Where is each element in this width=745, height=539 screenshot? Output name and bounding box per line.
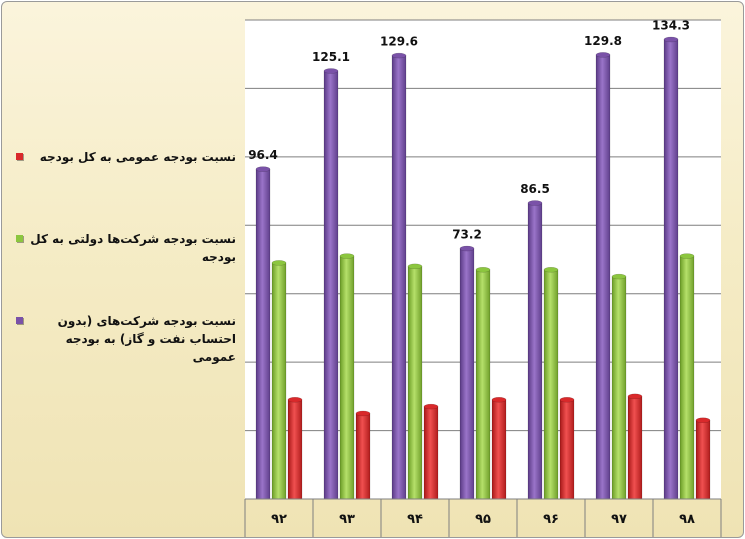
bar — [339, 255, 355, 500]
legend-label: نسبت بودجه شرکت‌ها دولتی به کل بودجه — [30, 232, 236, 264]
bar — [679, 255, 695, 500]
bar-top — [255, 166, 271, 172]
x-tick-label: ۹۶ — [543, 512, 559, 527]
legend-label: نسبت بودجه شرکت‌های (بدون احتساب نفت و گ… — [57, 314, 236, 364]
bar-top — [491, 397, 507, 403]
bar — [459, 248, 475, 500]
bar-top — [339, 253, 355, 259]
bar-top — [559, 397, 575, 403]
bar-top — [423, 403, 439, 410]
data-label: 125.1 — [312, 50, 350, 64]
legend-label: نسبت بودجه عمومی به کل بودجه — [39, 150, 236, 164]
bar-top — [695, 417, 711, 424]
bar — [491, 399, 507, 500]
x-tick-labels: ۹۲ ۹۳ ۹۴ ۹۵ ۹۶ ۹۷ ۹۸ — [271, 512, 695, 527]
bar — [323, 70, 339, 500]
bar — [627, 396, 643, 500]
bar — [391, 55, 407, 500]
bar — [407, 266, 423, 500]
bar — [611, 276, 627, 500]
bar — [423, 406, 439, 500]
legend-item-general-budget-ratio: نسبت بودجه عمومی به کل بودجه — [16, 148, 236, 166]
bar-top — [679, 253, 695, 259]
data-label: 73.2 — [452, 228, 482, 242]
legend-item-companies-excl-oil-ratio: نسبت بودجه شرکت‌های (بدون احتساب نفت و گ… — [16, 312, 236, 366]
bar-top — [663, 36, 679, 43]
bar-top — [611, 273, 627, 280]
x-tick-label: ۹۲ — [271, 512, 287, 527]
x-tick-label: ۹۴ — [407, 512, 423, 527]
x-axis — [244, 498, 722, 537]
legend-item-state-companies-ratio: نسبت بودجه شرکت‌ها دولتی به کل بودجه — [16, 230, 236, 266]
x-tick-label: ۹۸ — [679, 512, 695, 527]
legend-swatch-red — [16, 153, 23, 160]
data-label: 129.8 — [584, 34, 622, 48]
bar — [475, 269, 491, 500]
bar-top — [595, 52, 611, 58]
data-label: 96.4 — [248, 148, 278, 162]
bar — [255, 168, 271, 500]
bar-top — [475, 267, 491, 273]
bar — [527, 202, 543, 500]
bar — [663, 39, 679, 500]
bar — [287, 399, 303, 500]
x-tick-label: ۹۷ — [611, 512, 627, 527]
bar — [271, 262, 287, 500]
bar-top — [323, 68, 339, 74]
bar-top — [287, 397, 303, 403]
bar — [543, 269, 559, 500]
bar — [695, 420, 711, 500]
bars — [255, 36, 711, 500]
bar-top — [391, 52, 407, 59]
legend-swatch-green — [16, 235, 23, 242]
bar-top — [271, 260, 287, 266]
x-tick-label: ۹۳ — [339, 512, 355, 527]
bar-top — [407, 263, 423, 270]
bar — [559, 399, 575, 500]
x-tick-label: ۹۵ — [475, 512, 491, 527]
value-labels: 96.4 125.1 129.6 73.2 86.5 129.8 134.3 — [248, 19, 690, 242]
bar-top — [459, 245, 475, 252]
bar-top — [527, 200, 543, 206]
data-label: 86.5 — [520, 182, 550, 196]
bar — [355, 413, 371, 500]
data-label: 134.3 — [652, 19, 690, 33]
bar — [595, 54, 611, 500]
data-label: 129.6 — [380, 35, 418, 49]
legend-swatch-purple — [16, 317, 23, 324]
bar-top — [355, 410, 371, 417]
bar-top — [627, 393, 643, 400]
bar-top — [543, 267, 559, 273]
